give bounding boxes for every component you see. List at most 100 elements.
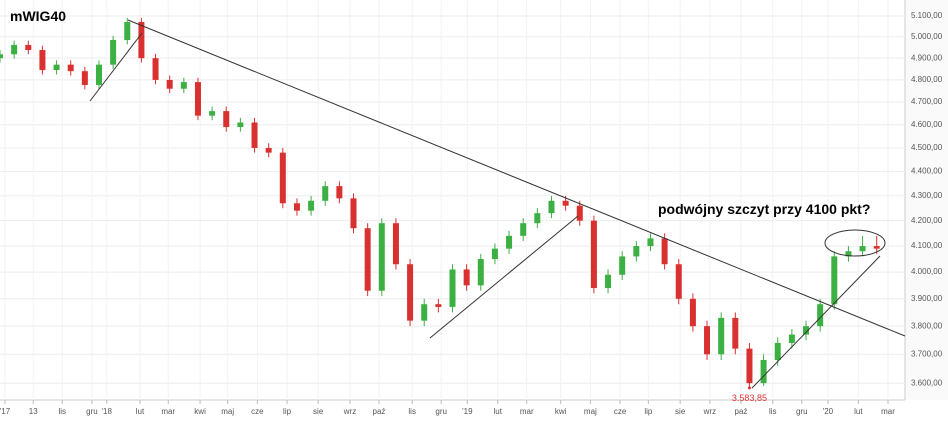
chart-title: mWIG40 bbox=[10, 8, 66, 24]
candle-body bbox=[308, 200, 315, 211]
candle-body bbox=[506, 235, 513, 249]
candle-body bbox=[704, 326, 711, 355]
x-tick-label: lut bbox=[854, 407, 863, 416]
candle-body bbox=[67, 64, 74, 72]
candle-body bbox=[562, 200, 569, 206]
candles bbox=[0, 17, 880, 388]
candle-body bbox=[689, 298, 696, 327]
y-tick-label: 4.900,00 bbox=[911, 53, 943, 62]
candle-body bbox=[251, 122, 258, 148]
x-tick-label: cze bbox=[614, 407, 627, 416]
x-tick-label: lut bbox=[494, 407, 503, 416]
candle-body bbox=[760, 360, 767, 384]
x-tick-label: kwi bbox=[555, 407, 567, 416]
x-tick-label: '18 bbox=[102, 407, 113, 416]
x-tick-label: '19 bbox=[462, 407, 473, 416]
y-tick-label: 3.900,00 bbox=[911, 294, 943, 303]
candle-body bbox=[138, 22, 145, 59]
candle-body bbox=[95, 64, 102, 85]
candle-body bbox=[110, 40, 117, 65]
candle-body bbox=[435, 304, 442, 307]
candle-body bbox=[873, 246, 880, 249]
candle-body bbox=[209, 111, 216, 116]
annotation: podwójny szczyt przy 4100 pkt? bbox=[658, 201, 870, 217]
x-tick-label: lip bbox=[283, 407, 292, 416]
y-tick-label: 5.000,00 bbox=[911, 32, 943, 41]
x-tick-label: '17 bbox=[0, 407, 11, 416]
candle-body bbox=[279, 152, 286, 204]
candle-body bbox=[633, 246, 640, 257]
trendline bbox=[429, 215, 579, 339]
candle-body bbox=[774, 342, 781, 361]
candle-body bbox=[859, 246, 866, 252]
x-tick-label: 13 bbox=[29, 407, 38, 416]
x-tick-label: cze bbox=[251, 407, 264, 416]
trendline bbox=[89, 32, 143, 102]
candle-body bbox=[590, 220, 597, 289]
candle-body bbox=[845, 251, 852, 257]
candle-body bbox=[491, 248, 498, 260]
trendline bbox=[751, 255, 881, 389]
x-tick-label: maj bbox=[221, 407, 234, 416]
x-tick-label: wrz bbox=[703, 407, 716, 416]
candle-body bbox=[477, 259, 484, 286]
y-tick-label: 3.800,00 bbox=[911, 321, 943, 330]
candle-body bbox=[831, 256, 838, 305]
candle-body bbox=[194, 82, 201, 116]
x-tick-label: lis bbox=[769, 407, 777, 416]
candle-body bbox=[364, 228, 371, 291]
candle-body bbox=[463, 269, 470, 286]
candle-body bbox=[378, 223, 385, 291]
y-tick-label: 4.700,00 bbox=[911, 97, 943, 106]
x-tick-label: kwi bbox=[194, 407, 206, 416]
x-tick-label: lip bbox=[644, 407, 653, 416]
y-tick-label: 4.200,00 bbox=[911, 216, 943, 225]
candle-body bbox=[350, 198, 357, 229]
x-tick-label: mar bbox=[881, 407, 895, 416]
highlight-ellipse bbox=[824, 229, 886, 257]
candle-body bbox=[619, 256, 626, 275]
candle-body bbox=[124, 22, 131, 41]
candle-body bbox=[322, 186, 329, 201]
min-label: 3.583,85 bbox=[732, 393, 767, 403]
candle-body bbox=[81, 71, 88, 85]
y-tick-label: 5.100,00 bbox=[911, 11, 943, 20]
x-tick-label: maj bbox=[584, 407, 597, 416]
x-tick-label: gru bbox=[796, 407, 808, 416]
candle-body bbox=[534, 213, 541, 224]
candle-body bbox=[166, 79, 173, 89]
candle-body bbox=[548, 200, 555, 214]
candle-body bbox=[392, 223, 399, 265]
candle-body bbox=[53, 64, 60, 71]
y-tick-label: 4.600,00 bbox=[911, 120, 943, 129]
trendlines bbox=[89, 19, 906, 389]
y-tick-label: 4.400,00 bbox=[911, 167, 943, 176]
y-tick-label: 4.000,00 bbox=[911, 267, 943, 276]
y-tick-label: 3.700,00 bbox=[911, 349, 943, 358]
candle-body bbox=[732, 317, 739, 349]
x-tick-label: gru bbox=[435, 407, 447, 416]
candle-body bbox=[661, 238, 668, 265]
candle-body bbox=[180, 82, 187, 89]
x-tick-label: gru bbox=[86, 407, 98, 416]
candle-body bbox=[223, 111, 230, 128]
x-tick-label: mar bbox=[161, 407, 175, 416]
y-axis-strip bbox=[905, 0, 948, 400]
candle-body bbox=[817, 304, 824, 327]
candle-body bbox=[647, 238, 654, 247]
x-tick-label: sie bbox=[675, 407, 686, 416]
candle-body bbox=[336, 186, 343, 199]
x-tick-label: mar bbox=[520, 407, 534, 416]
candle-body bbox=[788, 334, 795, 343]
candle-body bbox=[718, 317, 725, 355]
x-tick-label: lut bbox=[136, 407, 145, 416]
trendline bbox=[127, 19, 906, 337]
x-tick-label: paź bbox=[735, 407, 748, 416]
candle-body bbox=[576, 205, 583, 221]
candle-body bbox=[25, 44, 32, 51]
x-tick-label: lis bbox=[408, 407, 416, 416]
candle-body bbox=[803, 326, 810, 335]
y-tick-label: 4.500,00 bbox=[911, 143, 943, 152]
grid bbox=[0, 0, 905, 400]
x-tick-label: lis bbox=[58, 407, 66, 416]
